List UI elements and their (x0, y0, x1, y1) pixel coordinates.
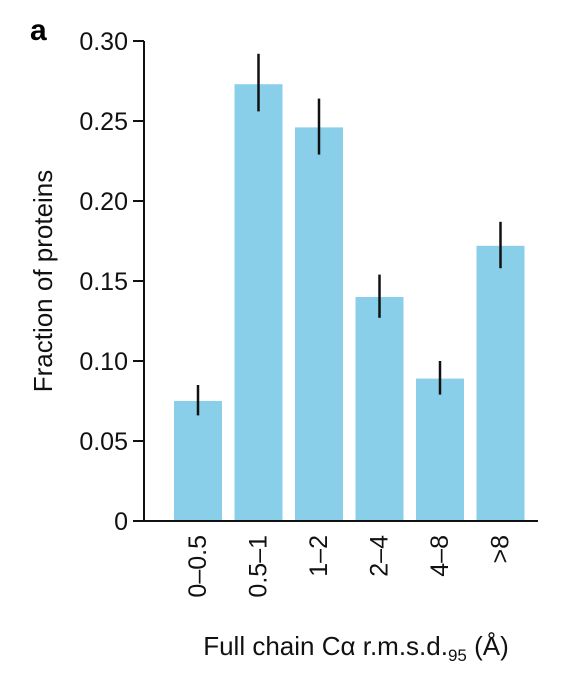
y-tick-label: 0 (114, 508, 128, 536)
bar (295, 127, 343, 522)
x-tick-label: >8 (487, 535, 515, 564)
x-tick-label: 2–4 (366, 535, 394, 577)
x-axis-label-main: Full chain Cα r.m.s.d. (203, 631, 448, 661)
y-tick-label: 0.15 (79, 268, 128, 296)
x-axis-label-unit: (Å) (467, 631, 509, 661)
y-tick-label: 0.25 (79, 108, 128, 136)
x-tick-labels-group: 0–0.5 0.5–1 1–2 2–4 4–8 >8 (184, 535, 515, 598)
bar (476, 245, 525, 522)
x-axis-label-subscript: 95 (448, 646, 467, 665)
x-tick-label: 0–0.5 (184, 535, 212, 598)
bars-group (174, 84, 525, 522)
bar (234, 84, 283, 521)
bar (174, 401, 222, 521)
error-bars-group (196, 53, 502, 416)
x-tick-label: 1–2 (305, 535, 333, 577)
bar (355, 297, 404, 521)
bar (416, 378, 464, 521)
y-axis-label: Fraction of proteins (28, 170, 58, 393)
x-tick-label: 4–8 (426, 535, 454, 577)
y-tick-label: 0.10 (79, 348, 128, 376)
y-tick-label: 0.05 (79, 428, 128, 456)
x-tick-label: 0.5–1 (245, 535, 273, 598)
y-tick-label: 0.30 (79, 28, 128, 56)
y-ticks-group: 0 0.05 0.10 0.15 0.20 0.25 0.30 (79, 28, 144, 536)
x-axis-label: Full chain Cα r.m.s.d.95 (Å) (203, 631, 509, 665)
y-tick-label: 0.20 (79, 188, 128, 216)
panel-label: a (30, 14, 47, 47)
